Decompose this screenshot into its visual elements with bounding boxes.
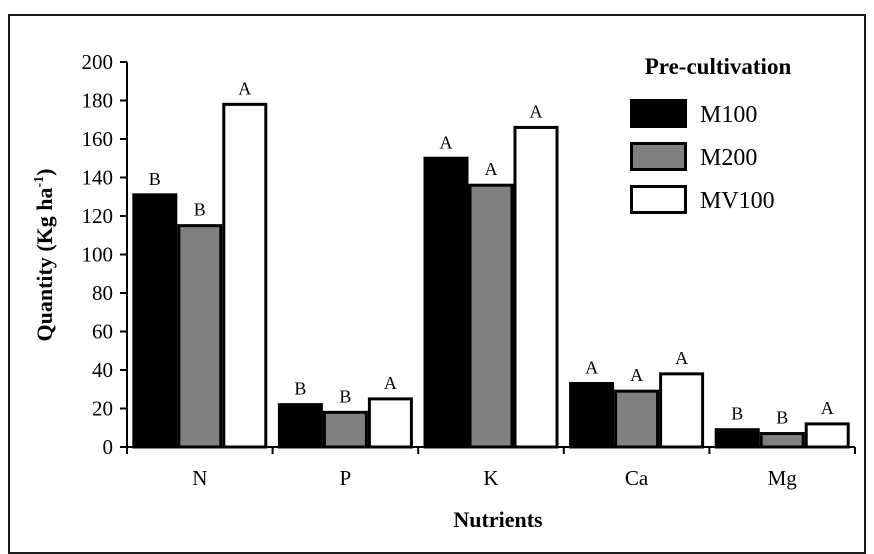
bar-mv100-k	[513, 125, 559, 449]
labels: N B B A P B B A K A A A Ca A A A Mg B B A	[149, 78, 834, 490]
bar-m100-n	[132, 193, 178, 449]
legend-swatch-m200	[630, 142, 687, 171]
legend-label-m200: M200	[700, 145, 757, 171]
x-tick-label: P	[340, 466, 352, 490]
x-tick-label: Ca	[625, 466, 649, 490]
axes: 0 20 40 60 80 100 120 140 160 180 200	[82, 50, 856, 459]
significance-label: A	[485, 159, 498, 179]
x-axis-title: Nutrients	[453, 507, 543, 532]
significance-label: A	[440, 132, 453, 152]
legend-label-mv100: MV100	[700, 188, 775, 214]
significance-label: A	[585, 357, 598, 377]
significance-label: B	[194, 200, 206, 220]
y-tick-label: 20	[92, 397, 113, 421]
y-tick-label: 180	[82, 89, 114, 113]
legend-label-m100: M100	[700, 102, 757, 128]
significance-label: A	[238, 78, 251, 98]
significance-label: B	[731, 404, 743, 424]
legend: M100 M200 MV100	[630, 99, 775, 214]
significance-label: B	[149, 169, 161, 189]
bar-m200-n	[177, 224, 223, 449]
bar-mv100-ca	[659, 372, 705, 449]
y-tick-label: 40	[92, 358, 113, 382]
bar-m100-p	[277, 403, 323, 449]
y-axis-title: Quantity (Kg ha-1)	[32, 168, 57, 341]
y-tick-label: 60	[92, 320, 113, 344]
bar-m200-p	[322, 410, 368, 449]
bar-mv100-p	[367, 397, 413, 449]
y-axis-title-main: Quantity (Kg ha	[32, 187, 57, 341]
significance-label: B	[294, 379, 306, 399]
y-tick-label: 80	[92, 281, 113, 305]
y-tick-label: 0	[103, 435, 114, 459]
legend-title: Pre-cultivation	[645, 54, 792, 79]
legend-swatch-m100	[630, 99, 687, 128]
bar-m200-ca	[614, 389, 660, 449]
significance-label: A	[530, 101, 543, 121]
y-axis-title-end: )	[32, 168, 57, 175]
significance-label: A	[675, 348, 688, 368]
significance-label: A	[384, 373, 397, 393]
legend-swatch-mv100	[630, 185, 687, 214]
bar-mv100-n	[222, 102, 268, 449]
bar-m200-mg	[759, 432, 805, 449]
significance-label: A	[821, 398, 834, 418]
bar-mv100-mg	[804, 422, 850, 449]
y-tick-label: 100	[82, 243, 114, 267]
y-tick-label: 200	[82, 50, 114, 74]
bar-m100-mg	[714, 428, 760, 449]
significance-label: A	[630, 365, 643, 385]
y-tick-label: 140	[82, 166, 114, 190]
significance-label: B	[339, 386, 351, 406]
significance-label: B	[776, 408, 788, 428]
y-tick-label: 160	[82, 127, 114, 151]
bar-m100-k	[423, 156, 469, 449]
chart-frame: 0 20 40 60 80 100 120 140 160 180 200 N B B A P B B A K A A A…	[8, 14, 866, 554]
x-tick-label: Mg	[768, 466, 798, 490]
bar-m100-ca	[569, 381, 615, 449]
x-tick-label: K	[483, 466, 498, 490]
x-tick-label: N	[192, 466, 207, 490]
bar-chart: 0 20 40 60 80 100 120 140 160 180 200 N B B A P B B A K A A A…	[32, 50, 856, 532]
bar-m200-k	[468, 183, 514, 449]
y-tick-label: 120	[82, 204, 114, 228]
y-axis-title-sup: -1	[32, 176, 47, 188]
bars	[132, 102, 850, 449]
